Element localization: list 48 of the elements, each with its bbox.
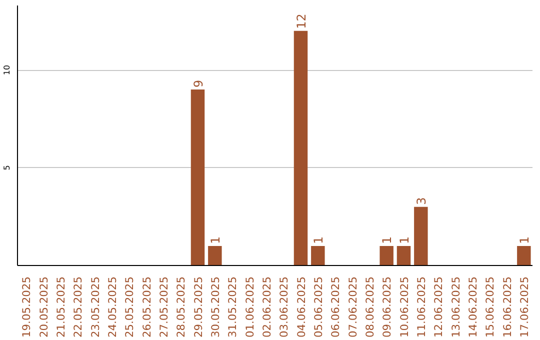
bar	[414, 206, 428, 266]
data-label: 9	[191, 80, 206, 88]
bar	[190, 90, 205, 266]
x-tick-label: 22.05.2025	[72, 276, 85, 338]
x-tick-label: 01.06.2025	[243, 276, 256, 338]
x-tick-label: 06.06.2025	[329, 276, 342, 338]
x-tick-label: 02.06.2025	[260, 276, 274, 338]
x-tick-label: 25.05.2025	[123, 276, 136, 338]
x-tick-label: 31.05.2025	[226, 276, 240, 338]
x-tick-label: 29.05.2025	[192, 276, 205, 338]
x-tick-label: 05.06.2025	[312, 276, 325, 338]
x-tick-label: 11.06.2025	[414, 276, 428, 338]
y-tick-label: 5	[2, 165, 12, 170]
x-tick-label: 09.06.2025	[380, 276, 394, 338]
x-tick-label: 26.05.2025	[140, 276, 154, 338]
x-tick-label: 24.05.2025	[106, 276, 119, 338]
bar	[208, 246, 222, 266]
x-tick-label: 20.05.2025	[37, 276, 50, 338]
data-label: 3	[414, 197, 428, 205]
y-tick-label: 10	[2, 64, 12, 76]
bar	[517, 246, 531, 266]
data-label: 1	[311, 236, 326, 244]
x-tick-label: 04.06.2025	[294, 276, 308, 338]
x-tick-label: 10.06.2025	[398, 276, 411, 338]
x-tick-label: 30.05.2025	[208, 276, 222, 338]
data-label: 1	[208, 236, 222, 244]
data-label: 1	[380, 236, 394, 244]
x-tick-label: 28.05.2025	[174, 276, 188, 338]
bar	[294, 30, 308, 266]
x-tick-label: 03.06.2025	[278, 276, 291, 338]
data-label: 1	[517, 236, 532, 244]
x-tick-label: 15.06.2025	[484, 276, 497, 338]
x-tick-label: 08.06.2025	[363, 276, 376, 338]
x-tick-label: 17.06.2025	[518, 276, 531, 338]
x-tick-label: 12.06.2025	[432, 276, 446, 338]
bar	[380, 246, 394, 266]
x-tick-label: 14.06.2025	[466, 276, 480, 338]
data-label: 1	[397, 236, 412, 244]
data-label: 12	[294, 14, 308, 29]
bar	[396, 246, 411, 266]
x-tick-label: 27.05.2025	[157, 276, 170, 338]
x-tick-label: 16.06.2025	[500, 276, 514, 338]
x-tick-label: 13.06.2025	[449, 276, 462, 338]
x-tick-label: 23.05.2025	[88, 276, 102, 338]
x-tick-label: 19.05.2025	[20, 276, 34, 338]
x-tick-label: 21.05.2025	[54, 276, 68, 338]
bar	[311, 246, 325, 266]
x-tick-label: 07.06.2025	[346, 276, 360, 338]
